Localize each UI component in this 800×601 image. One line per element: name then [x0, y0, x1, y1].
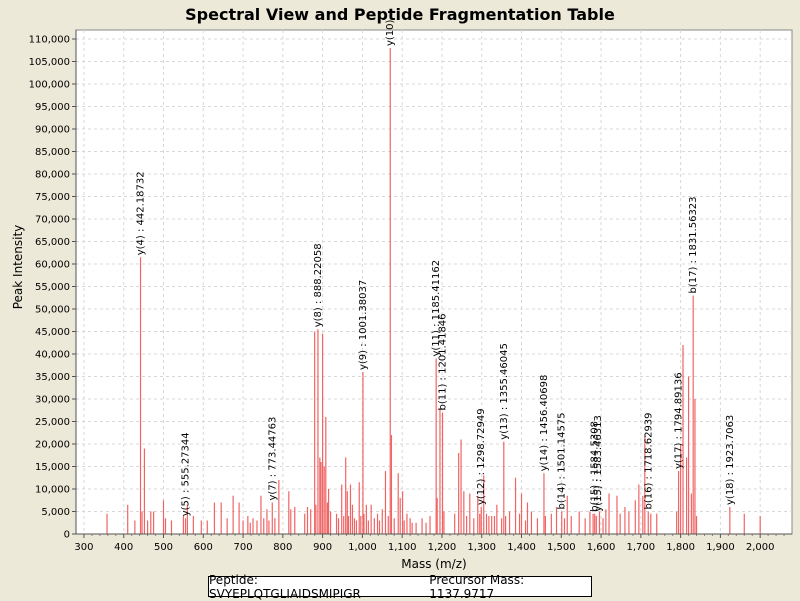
x-tick-label: 700 — [234, 542, 253, 553]
y-tick-label: 20,000 — [35, 440, 70, 451]
peptide-info-box: Peptide: SVYEPLQTGLIAIDSMIPIGR Precursor… — [208, 573, 592, 601]
x-tick-label: 400 — [114, 542, 133, 553]
y-axis: 0 5,000 10,000 15,000 20,000 25,000 30,000 35,0… — [29, 30, 77, 541]
y-tick-label: 0 — [64, 530, 70, 541]
peptide-label: Peptide: SVYEPLQTGLIAIDSMIPIGR — [209, 572, 361, 601]
y-tick-label: 10,000 — [35, 485, 70, 496]
x-tick-label: 1,200 — [428, 542, 457, 553]
y-tick-label: 95,000 — [35, 102, 70, 113]
y-tick-label: 15,000 — [35, 462, 70, 473]
peak-annotation: y(14) : 1456.40698 — [539, 375, 550, 472]
x-axis-label: Mass (m/z) — [401, 557, 466, 571]
grid-lines — [76, 30, 792, 534]
peak-annotation: y(9) : 1001.38037 — [358, 280, 369, 370]
y-tick-label: 110,000 — [29, 35, 70, 46]
x-tick-label: 600 — [194, 542, 213, 553]
chart-title: Spectral View and Peptide Fragmentation … — [185, 5, 615, 24]
y-tick-label: 5,000 — [41, 507, 70, 518]
x-tick-label: 1,000 — [348, 542, 377, 553]
plot-area — [75, 29, 793, 535]
peak-annotation: y(8) : 888.22058 — [313, 243, 324, 327]
x-tick-label: 800 — [273, 542, 292, 553]
y-tick-label: 55,000 — [35, 282, 70, 293]
y-axis-label: Peak Intensity — [11, 225, 25, 310]
y-tick-label: 35,000 — [35, 372, 70, 383]
peak-annotation: y(13) : 1355.46045 — [499, 343, 510, 440]
y-tick-label: 90,000 — [35, 125, 70, 136]
annotations-layer: y(4) : 442.18732 y(5) : 555.27344 y(7) : 7… — [136, 19, 736, 516]
x-tick-label: 1,400 — [507, 542, 536, 553]
peak-annotation: y(15) : 1583.46313 — [593, 415, 604, 512]
precursor-mass-label: Precursor Mass: 1137.9717 — [429, 572, 525, 601]
peak-annotation: b(17) : 1831.56323 — [688, 196, 699, 293]
peak-annotation: y(11) : 1185.41162 — [431, 260, 442, 357]
y-tick-label: 70,000 — [35, 215, 70, 226]
x-tick-label: 1,100 — [388, 542, 417, 553]
peak-annotation: b(11) : 1201.41846 — [438, 313, 449, 410]
y-tick-label: 30,000 — [35, 395, 70, 406]
x-tick-label: 1,800 — [666, 542, 695, 553]
y-tick-label: 85,000 — [35, 147, 70, 158]
y-tick-label: 75,000 — [35, 192, 70, 203]
x-tick-label: 300 — [74, 542, 93, 553]
peak-annotation: y(10) — [385, 19, 396, 46]
peak-annotation: b(14) : 1501.14575 — [557, 412, 568, 509]
y-tick-label: 105,000 — [29, 57, 70, 68]
y-tick-label: 65,000 — [35, 237, 70, 248]
spectrum-chart: Spectral View and Peptide Fragmentation … — [11, 5, 793, 571]
peak-annotation: y(12) : 1298.72949 — [476, 408, 487, 505]
peak-annotation: y(18) : 1923.7063 — [725, 415, 736, 505]
peak-annotation: y(17) : 1794.89136 — [674, 372, 685, 469]
y-tick-label: 50,000 — [35, 305, 70, 316]
peak-annotation: b(16) : 1718.62939 — [643, 412, 654, 509]
x-axis: 300 400 500 600 700 800 900 1,000 1,100 1,200 1,30… — [74, 533, 792, 553]
y-tick-label: 80,000 — [35, 170, 70, 181]
x-tick-label: 500 — [154, 542, 173, 553]
y-tick-label: 100,000 — [29, 80, 70, 91]
x-tick-label: 900 — [313, 542, 332, 553]
peak-annotation: y(4) : 442.18732 — [136, 171, 147, 255]
peaks-layer — [106, 48, 761, 534]
peak-annotation: y(7) : 773.44763 — [267, 417, 278, 501]
x-tick-label: 1,500 — [547, 542, 576, 553]
y-tick-label: 40,000 — [35, 350, 70, 361]
y-tick-label: 25,000 — [35, 417, 70, 428]
x-tick-label: 1,600 — [587, 542, 616, 553]
x-tick-label: 2,000 — [746, 542, 775, 553]
peak-annotation: y(5) : 555.27344 — [180, 432, 191, 516]
x-tick-label: 1,900 — [706, 542, 735, 553]
x-tick-label: 1,700 — [627, 542, 656, 553]
y-tick-label: 60,000 — [35, 260, 70, 271]
x-tick-label: 1,300 — [467, 542, 496, 553]
peak-annotation: b(15) : 1584.5308 — [590, 421, 601, 512]
y-tick-label: 45,000 — [35, 327, 70, 338]
